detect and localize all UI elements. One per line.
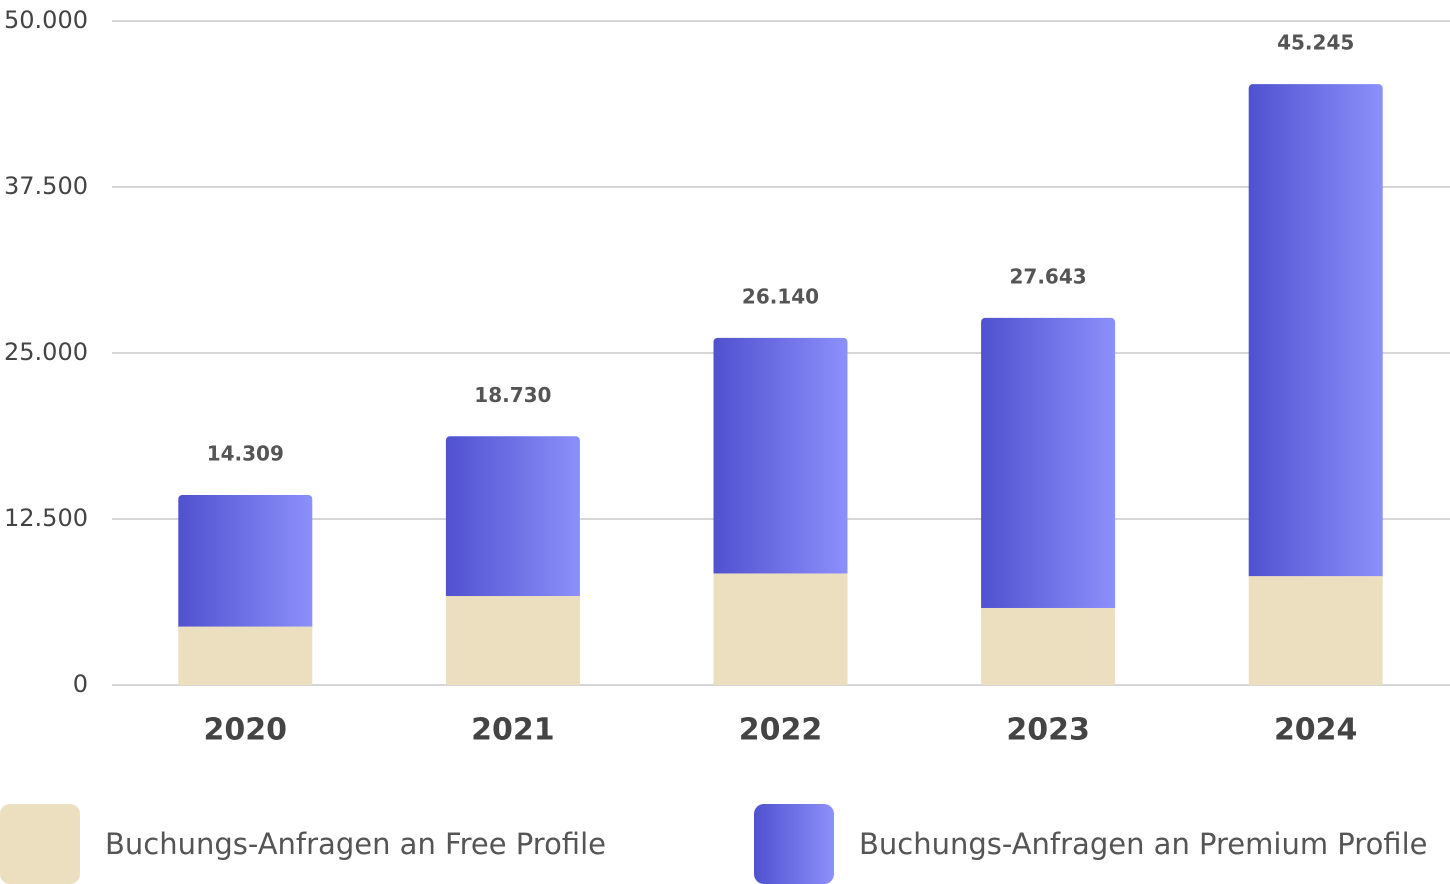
bar-segment — [178, 494, 313, 631]
bar-segment — [445, 436, 580, 601]
x-tick-label: 2024 — [1274, 713, 1358, 748]
y-tick-label: 25.000 — [4, 338, 88, 366]
x-tick-label: 2020 — [204, 713, 288, 748]
legend-label: Buchungs-Anfragen an Free Profile — [105, 827, 606, 861]
y-tick-label: 37.500 — [4, 172, 88, 200]
bar-segment — [445, 596, 580, 685]
bar-segment — [1248, 84, 1383, 581]
bar-segment — [178, 626, 313, 685]
bar-segment — [981, 317, 1116, 612]
y-tick-label: 12.500 — [4, 504, 88, 532]
total-label: 27.643 — [1010, 264, 1087, 288]
legend-label: Buchungs-Anfragen an Premium Profile — [859, 827, 1427, 861]
total-label: 45.245 — [1277, 31, 1354, 55]
total-label: 18.730 — [474, 383, 551, 407]
legend-swatch — [754, 804, 834, 884]
y-tick-label: 50.000 — [4, 6, 88, 34]
bar-segment — [1248, 576, 1383, 685]
x-tick-label: 2023 — [1006, 713, 1090, 748]
total-label: 14.309 — [207, 441, 284, 465]
x-tick-label: 2021 — [471, 713, 555, 748]
legend-swatch — [0, 804, 80, 884]
bar-segment — [981, 607, 1116, 685]
x-tick-label: 2022 — [739, 713, 823, 748]
bar-segment — [713, 337, 848, 578]
bar-segment — [713, 573, 848, 685]
total-label: 26.140 — [742, 284, 819, 308]
y-tick-label: 0 — [73, 670, 88, 698]
